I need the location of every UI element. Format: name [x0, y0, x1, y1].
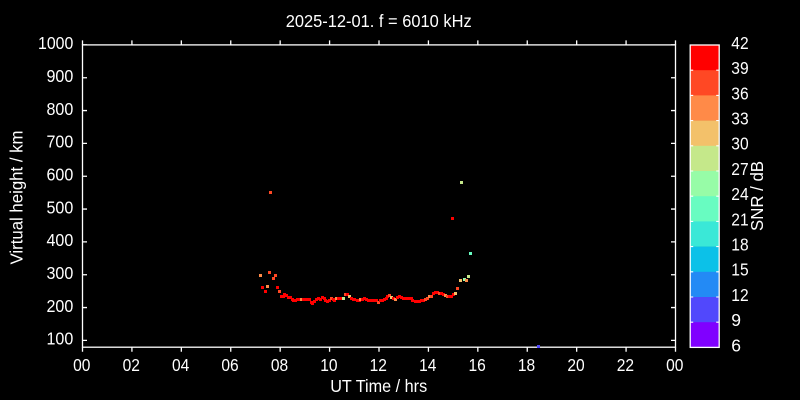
svg-text:24: 24 — [731, 184, 749, 204]
svg-text:500: 500 — [47, 197, 74, 217]
svg-text:UT Time / hrs: UT Time / hrs — [330, 376, 427, 396]
svg-text:08: 08 — [271, 355, 288, 375]
svg-text:12: 12 — [731, 285, 748, 305]
svg-text:900: 900 — [47, 66, 74, 86]
svg-text:20: 20 — [567, 355, 585, 375]
svg-text:16: 16 — [468, 355, 485, 375]
svg-text:02: 02 — [123, 355, 140, 375]
svg-text:36: 36 — [731, 83, 748, 103]
svg-text:700: 700 — [47, 132, 74, 152]
svg-text:04: 04 — [172, 355, 190, 375]
svg-text:22: 22 — [617, 355, 634, 375]
svg-text:42: 42 — [731, 33, 748, 53]
svg-text:2025-12-01. f = 6010 kHz: 2025-12-01. f = 6010 kHz — [286, 11, 472, 31]
svg-text:200: 200 — [47, 296, 74, 316]
svg-text:600: 600 — [47, 164, 74, 184]
svg-text:1000: 1000 — [38, 33, 74, 53]
svg-text:9: 9 — [731, 310, 741, 330]
svg-text:100: 100 — [47, 329, 74, 349]
svg-text:06: 06 — [221, 355, 238, 375]
svg-text:300: 300 — [47, 263, 74, 283]
svg-text:21: 21 — [731, 209, 748, 229]
svg-text:33: 33 — [731, 109, 748, 129]
svg-text:15: 15 — [731, 260, 748, 280]
svg-text:12: 12 — [370, 355, 387, 375]
svg-text:00: 00 — [73, 355, 91, 375]
svg-text:18: 18 — [731, 235, 748, 255]
svg-text:Virtual height / km: Virtual height / km — [6, 131, 26, 265]
svg-text:10: 10 — [320, 355, 338, 375]
svg-text:00: 00 — [666, 355, 684, 375]
svg-text:400: 400 — [47, 230, 74, 250]
svg-text:800: 800 — [47, 99, 74, 119]
svg-text:6: 6 — [731, 335, 741, 355]
svg-text:18: 18 — [518, 355, 535, 375]
svg-text:SNR / dB: SNR / dB — [747, 161, 767, 231]
svg-text:39: 39 — [731, 58, 748, 78]
svg-text:14: 14 — [419, 355, 437, 375]
svg-text:30: 30 — [731, 134, 749, 154]
svg-text:27: 27 — [731, 159, 748, 179]
